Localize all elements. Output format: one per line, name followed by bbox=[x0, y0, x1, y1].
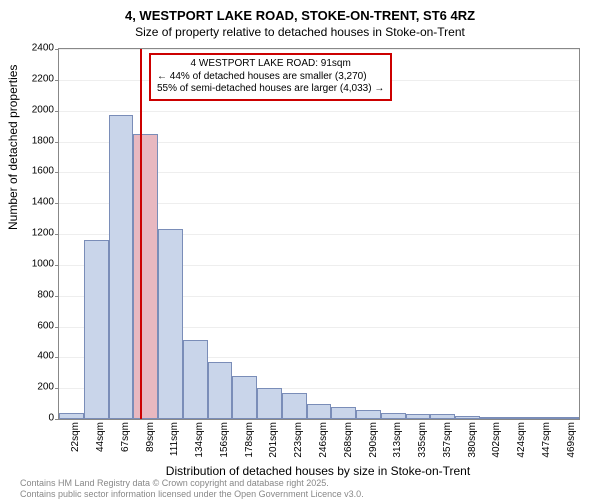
chart-title-sub: Size of property relative to detached ho… bbox=[0, 25, 600, 39]
x-tick-label: 22sqm bbox=[70, 422, 81, 462]
footer-attribution: Contains HM Land Registry data © Crown c… bbox=[20, 478, 364, 500]
x-tick-label: 246sqm bbox=[318, 422, 329, 462]
footer-line1: Contains HM Land Registry data © Crown c… bbox=[20, 478, 364, 489]
y-tick-label: 1600 bbox=[32, 166, 54, 177]
property-marker-line bbox=[140, 49, 142, 419]
x-axis-label: Distribution of detached houses by size … bbox=[58, 464, 578, 478]
y-tick-label: 1800 bbox=[32, 135, 54, 146]
callout-line3: 55% of semi-detached houses are larger (… bbox=[157, 83, 384, 96]
y-tick bbox=[55, 142, 59, 143]
y-tick bbox=[55, 419, 59, 420]
x-tick-label: 268sqm bbox=[343, 422, 354, 462]
x-tick-label: 134sqm bbox=[194, 422, 205, 462]
x-tick-label: 469sqm bbox=[566, 422, 577, 462]
x-tick-label: 357sqm bbox=[442, 422, 453, 462]
y-axis-label: Number of detached properties bbox=[6, 65, 20, 230]
y-tick bbox=[55, 296, 59, 297]
x-tick-label: 111sqm bbox=[169, 422, 180, 462]
histogram-bar bbox=[406, 414, 431, 419]
y-tick-label: 0 bbox=[48, 413, 54, 424]
callout-box: 4 WESTPORT LAKE ROAD: 91sqm ← 44% of det… bbox=[149, 53, 392, 101]
x-tick-label: 44sqm bbox=[95, 422, 106, 462]
y-tick-label: 600 bbox=[37, 320, 54, 331]
y-tick bbox=[55, 49, 59, 50]
x-tick-label: 447sqm bbox=[541, 422, 552, 462]
y-tick bbox=[55, 388, 59, 389]
y-tick-label: 2000 bbox=[32, 104, 54, 115]
x-tick-label: 335sqm bbox=[417, 422, 428, 462]
y-grid-line bbox=[59, 111, 579, 112]
histogram-bar bbox=[109, 115, 134, 419]
histogram-bar bbox=[59, 413, 84, 419]
y-tick-label: 2400 bbox=[32, 43, 54, 54]
y-tick-label: 1000 bbox=[32, 258, 54, 269]
y-tick-label: 1200 bbox=[32, 228, 54, 239]
y-grid-line bbox=[59, 49, 579, 50]
histogram-bar bbox=[84, 240, 109, 419]
y-tick-label: 2200 bbox=[32, 73, 54, 84]
x-tick-label: 402sqm bbox=[491, 422, 502, 462]
histogram-bar bbox=[208, 362, 233, 419]
histogram-bar bbox=[480, 417, 505, 419]
x-tick-label: 178sqm bbox=[244, 422, 255, 462]
histogram-bar bbox=[455, 416, 480, 419]
x-tick-label: 290sqm bbox=[368, 422, 379, 462]
histogram-bar bbox=[158, 229, 183, 419]
histogram-bar bbox=[133, 134, 158, 419]
x-tick-label: 380sqm bbox=[467, 422, 478, 462]
x-tick-label: 156sqm bbox=[219, 422, 230, 462]
plot-area: 4 WESTPORT LAKE ROAD: 91sqm ← 44% of det… bbox=[58, 48, 580, 420]
footer-line2: Contains public sector information licen… bbox=[20, 489, 364, 500]
chart-title-main: 4, WESTPORT LAKE ROAD, STOKE-ON-TRENT, S… bbox=[0, 0, 600, 23]
y-tick bbox=[55, 172, 59, 173]
y-tick-label: 800 bbox=[37, 289, 54, 300]
histogram-bar bbox=[331, 407, 356, 419]
histogram-bar bbox=[232, 376, 257, 419]
y-tick bbox=[55, 265, 59, 266]
y-tick bbox=[55, 357, 59, 358]
x-tick-label: 313sqm bbox=[392, 422, 403, 462]
histogram-bar bbox=[554, 417, 579, 419]
chart-container: 4, WESTPORT LAKE ROAD, STOKE-ON-TRENT, S… bbox=[0, 0, 600, 500]
histogram-bar bbox=[307, 404, 332, 419]
x-tick-label: 424sqm bbox=[516, 422, 527, 462]
histogram-bar bbox=[381, 413, 406, 419]
callout-line2: ← 44% of detached houses are smaller (3,… bbox=[157, 71, 384, 84]
x-tick-label: 89sqm bbox=[145, 422, 156, 462]
histogram-bar bbox=[505, 417, 530, 419]
y-tick-label: 1400 bbox=[32, 197, 54, 208]
histogram-bar bbox=[529, 417, 554, 419]
x-tick-label: 201sqm bbox=[268, 422, 279, 462]
histogram-bar bbox=[282, 393, 307, 419]
histogram-bar bbox=[356, 410, 381, 419]
y-tick-label: 200 bbox=[37, 382, 54, 393]
x-tick-label: 67sqm bbox=[120, 422, 131, 462]
y-tick bbox=[55, 80, 59, 81]
y-tick bbox=[55, 327, 59, 328]
histogram-bar bbox=[183, 340, 208, 419]
histogram-bar bbox=[430, 414, 455, 419]
y-tick bbox=[55, 234, 59, 235]
y-tick bbox=[55, 111, 59, 112]
y-tick bbox=[55, 203, 59, 204]
histogram-bar bbox=[257, 388, 282, 419]
x-tick-label: 223sqm bbox=[293, 422, 304, 462]
callout-line1: 4 WESTPORT LAKE ROAD: 91sqm bbox=[157, 58, 384, 71]
y-tick-label: 400 bbox=[37, 351, 54, 362]
